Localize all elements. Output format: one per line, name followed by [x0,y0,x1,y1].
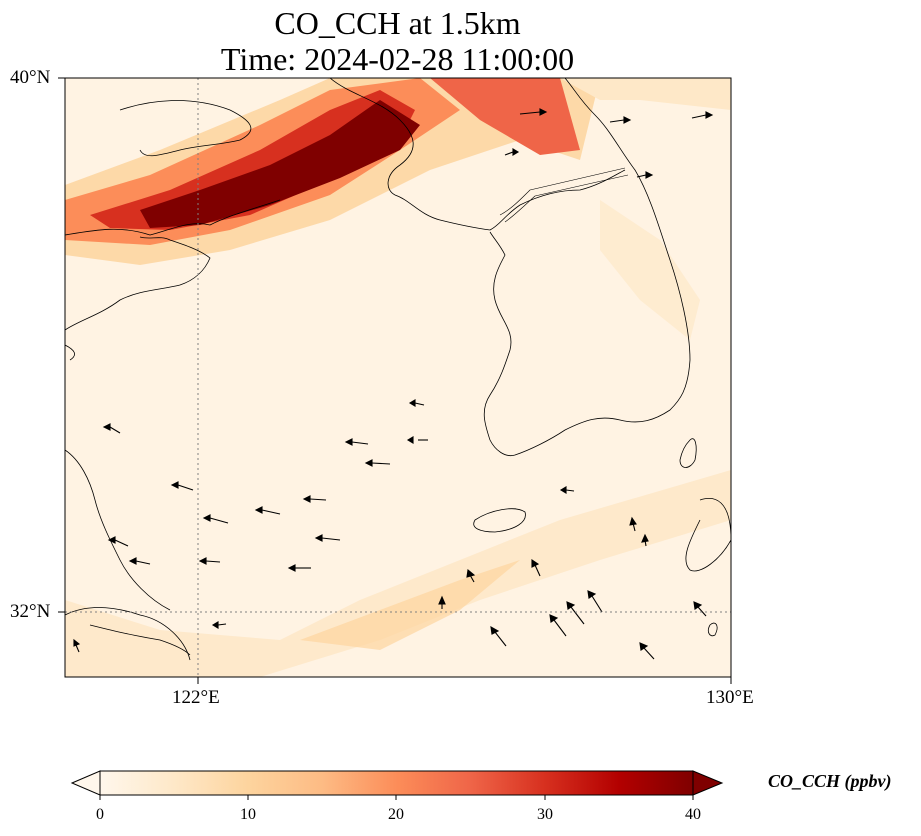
axis-ticks [58,77,732,684]
map-frame [64,77,732,678]
colorbar-ticks [99,795,694,800]
lon-label-122e: 122°E [172,687,220,708]
south-band [65,470,731,677]
east-band [600,200,700,340]
coastlines [65,78,731,661]
plume-ne [430,78,580,155]
colorbar-extend-low [70,770,101,796]
lat-label-40n: 40°N [10,67,51,88]
gridlines [65,78,731,677]
plume-ne-outer [560,78,731,110]
wind-vectors [73,108,714,660]
colorbar-tick-20: 20 [388,806,404,823]
map-title-line1: CO_CCH at 1.5km [274,5,521,41]
lat-label-32n: 32°N [10,601,51,622]
map-plot [58,77,732,684]
map-title-line2: Time: 2024-02-28 11:00:00 [220,41,575,77]
plume-core [140,100,420,228]
lon-label-130e: 130°E [706,687,754,708]
plume-high [90,90,415,230]
colorbar-label: CO_CCH (ppbv) [768,771,892,791]
colorbar-tick-30: 30 [537,806,553,823]
colorbar-tick-0: 0 [96,806,104,823]
colorbar [70,770,724,800]
colorbar-body [99,770,694,796]
colorbar-tick-40: 40 [685,806,701,823]
south-band-core [300,560,520,650]
colorbar-tick-10: 10 [240,806,256,823]
colorbar-extend-high [692,770,724,796]
map-field [65,78,731,677]
